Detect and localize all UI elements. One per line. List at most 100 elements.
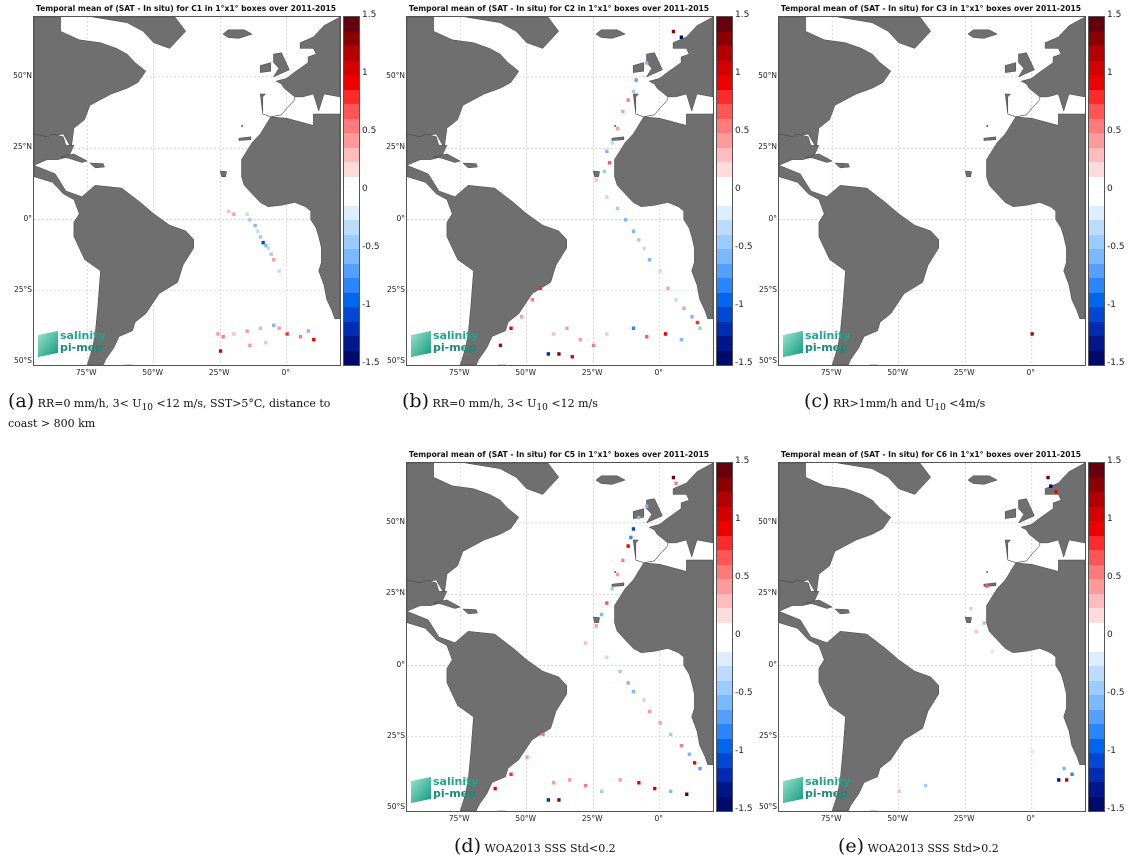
- data-cell: [897, 789, 901, 794]
- colorbar-step: [1089, 666, 1104, 681]
- map-svg: [779, 17, 1085, 365]
- colorbar-step: [1089, 724, 1104, 739]
- data-cell: [631, 89, 636, 94]
- lon-tick-label: 75°W: [75, 368, 97, 377]
- data-cell: [591, 343, 596, 348]
- lon-tick-label: 50°W: [515, 368, 537, 377]
- data-cell: [218, 349, 223, 353]
- land-britain: [272, 52, 290, 78]
- colorbar-tick-label: 1.5: [362, 10, 377, 20]
- land-europe: [1004, 463, 1085, 564]
- colorbar-step: [344, 220, 359, 235]
- colorbar-step: [1089, 782, 1104, 797]
- data-cell: [509, 326, 513, 330]
- data-cell: [618, 778, 622, 782]
- data-cell: [626, 681, 630, 685]
- colorbar-tick-label: -0.5: [1107, 688, 1125, 698]
- colorbar-step: [1089, 118, 1104, 133]
- data-cell: [1030, 332, 1034, 336]
- lon-tick-label: 50°W: [515, 814, 537, 823]
- lat-tick-label: 25°N: [386, 142, 405, 152]
- data-cell: [602, 169, 606, 174]
- data-cell: [669, 732, 673, 737]
- logo-text-1: salinity: [60, 329, 106, 342]
- panel-caption: (a) RR=0 mm/h, 3< U10 <12 m/s, SST>5°C, …: [8, 388, 338, 431]
- logo-icon: [411, 330, 431, 358]
- logo-text-1: salinity: [433, 329, 479, 342]
- data-cell: [248, 343, 252, 348]
- colorbar-step: [344, 278, 359, 293]
- colorbar-step: [717, 622, 732, 637]
- land-centralSouth: [779, 611, 939, 811]
- colorbar-tick-label: 1.5: [735, 456, 750, 466]
- data-cell: [682, 306, 686, 310]
- caption-label: (e): [838, 835, 865, 857]
- colorbar-step: [717, 147, 732, 162]
- colorbar-step: [344, 17, 359, 32]
- colorbar-step: [1089, 162, 1104, 177]
- colorbar-tick-label: 1: [735, 514, 741, 524]
- colorbar-tick-label: 0.5: [1107, 126, 1122, 136]
- lat-tick-label: 25°S: [386, 284, 405, 294]
- data-cell: [607, 161, 612, 165]
- lat-tick-label: 25°N: [758, 142, 777, 152]
- colorbar-step: [717, 593, 732, 608]
- colorbar-step: [717, 796, 732, 811]
- data-cell: [605, 655, 609, 659]
- data-cell: [1049, 484, 1053, 488]
- colorbar-step: [344, 104, 359, 119]
- lat-tick-label: 50°S: [386, 356, 405, 365]
- colorbar: [1088, 462, 1105, 812]
- data-cell: [232, 212, 236, 216]
- land-ireland: [1004, 508, 1017, 519]
- colorbar-tick-label: -1.5: [735, 358, 753, 368]
- caption-subscript: 10: [934, 403, 946, 414]
- land-canaries: [983, 136, 997, 141]
- land-iceland: [595, 29, 626, 39]
- data-cell: [615, 126, 620, 131]
- data-cell: [509, 772, 513, 776]
- land-cuba: [60, 153, 88, 163]
- land-capeVerde: [964, 170, 972, 177]
- lon-tick-label: 0°: [1026, 368, 1036, 377]
- data-cell: [261, 240, 265, 245]
- data-cell: [615, 206, 620, 211]
- data-cell: [669, 789, 673, 794]
- map-area: salinity pi-mep: [406, 16, 714, 366]
- logo-text-1: salinity: [805, 329, 851, 342]
- data-cell: [631, 689, 636, 694]
- caption-text: WOA2013 SSS Std>0.2: [867, 842, 999, 855]
- data-cell: [245, 329, 249, 333]
- data-cell: [232, 332, 236, 336]
- lon-tick-label: 75°W: [448, 368, 470, 377]
- data-cell: [671, 475, 676, 480]
- colorbar-step: [1089, 234, 1104, 249]
- land-northAmerica: [407, 463, 520, 595]
- land-madeira: [614, 125, 617, 127]
- land-iceland: [967, 475, 998, 485]
- map-area: salinity pi-mep: [778, 16, 1086, 366]
- data-cell: [221, 335, 225, 339]
- land-centralSouth: [779, 165, 939, 365]
- lat-tick-label: 50°N: [13, 70, 32, 80]
- colorbar-step: [344, 249, 359, 264]
- colorbar-step: [1089, 336, 1104, 351]
- land-canaries: [611, 136, 625, 141]
- land-iceland: [222, 29, 253, 39]
- map-panel: Temporal mean of (SAT - In situ) for C1 …: [0, 4, 379, 377]
- data-cell: [583, 783, 588, 788]
- colorbar-tick-label: -1.5: [1107, 358, 1125, 368]
- colorbar-step: [717, 521, 732, 536]
- data-cell: [269, 252, 273, 256]
- colorbar-step: [344, 31, 359, 46]
- data-cell: [552, 332, 556, 336]
- data-cell: [634, 78, 638, 82]
- colorbar-step: [717, 176, 732, 191]
- data-cell: [637, 515, 641, 520]
- colorbar-step: [717, 350, 732, 365]
- land-cuba: [433, 599, 461, 609]
- land-capeVerde: [592, 616, 600, 623]
- colorbar-step: [717, 724, 732, 739]
- colorbar-step: [1089, 492, 1104, 507]
- land-canaries: [611, 582, 625, 587]
